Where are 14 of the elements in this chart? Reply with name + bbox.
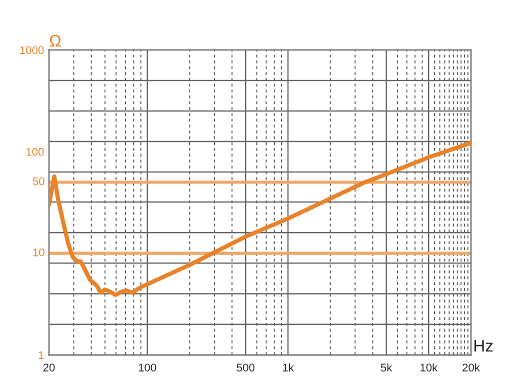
x-tick-label: 20k: [462, 363, 480, 372]
x-axis-title: Hz: [474, 340, 493, 352]
y-axis-title: Ω: [50, 34, 61, 47]
y-tick-label: 1000: [20, 46, 44, 54]
y-tick-label: 100: [26, 148, 44, 156]
ref-line-label: 10: [33, 248, 44, 256]
x-tick-label: 20: [43, 364, 55, 372]
x-tick-label: 1k: [282, 363, 294, 372]
ref-line-label: 50: [32, 177, 44, 186]
x-tick-label: 500: [236, 364, 254, 372]
x-tick-label: 10k: [420, 363, 438, 372]
x-tick-label: 5k: [380, 363, 392, 372]
x-tick-label: 100: [138, 364, 156, 372]
y-tick-label: 1: [38, 351, 44, 360]
